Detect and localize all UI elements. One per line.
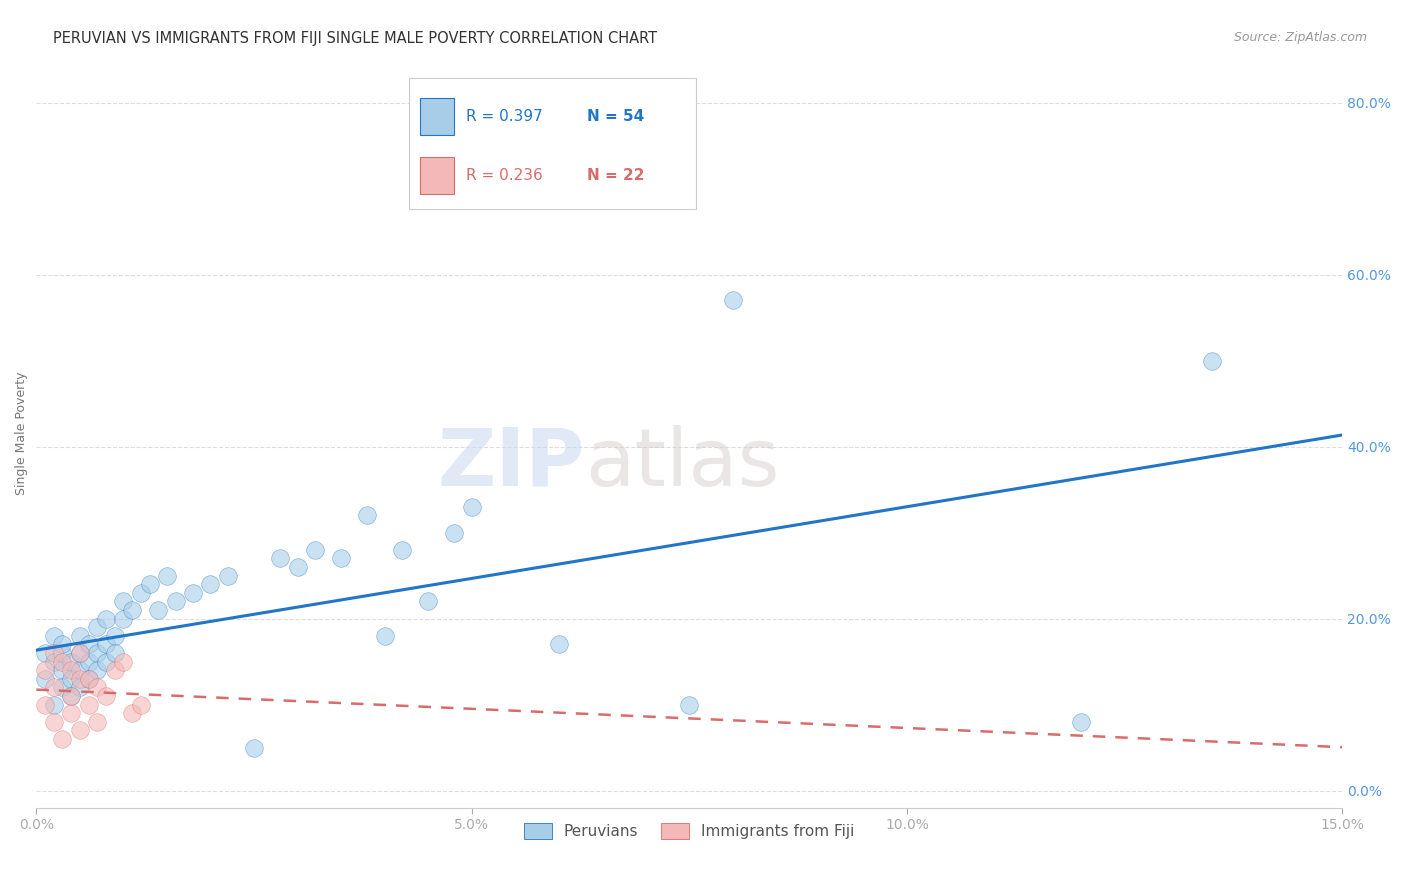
Point [156, 568, 179, 582]
Point [51, 731, 73, 746]
Point [165, 594, 187, 608]
Point [287, 560, 309, 574]
Point [69, 663, 91, 677]
Point [86, 663, 108, 677]
Point [60, 689, 83, 703]
Point [269, 551, 291, 566]
Text: ZIP: ZIP [437, 425, 585, 502]
Point [77, 698, 100, 712]
Point [60, 663, 83, 677]
Point [42, 714, 65, 729]
Point [443, 525, 465, 540]
Point [86, 646, 108, 660]
Point [86, 714, 108, 729]
Point [51, 646, 73, 660]
Point [1070, 714, 1092, 729]
Point [356, 508, 378, 523]
Point [60, 689, 83, 703]
Point [94, 611, 117, 625]
Point [129, 586, 152, 600]
Point [77, 672, 100, 686]
Point [51, 681, 73, 695]
Point [217, 568, 239, 582]
Point [104, 629, 127, 643]
Text: PERUVIAN VS IMMIGRANTS FROM FIJI SINGLE MALE POVERTY CORRELATION CHART: PERUVIAN VS IMMIGRANTS FROM FIJI SINGLE … [53, 31, 658, 46]
Text: atlas: atlas [585, 425, 779, 502]
Point [42, 655, 65, 669]
Point [77, 655, 100, 669]
Point [60, 655, 83, 669]
Y-axis label: Single Male Poverty: Single Male Poverty [15, 372, 28, 495]
Point [304, 542, 326, 557]
Point [721, 293, 744, 308]
Point [60, 672, 83, 686]
Point [77, 637, 100, 651]
Point [138, 577, 160, 591]
Point [104, 663, 127, 677]
Point [69, 646, 91, 660]
Point [42, 629, 65, 643]
Point [86, 620, 108, 634]
Point [34, 672, 56, 686]
Point [86, 681, 108, 695]
Point [69, 681, 91, 695]
Point [112, 611, 135, 625]
Point [460, 500, 482, 514]
Point [129, 698, 152, 712]
Point [34, 698, 56, 712]
Legend: Peruvians, Immigrants from Fiji: Peruvians, Immigrants from Fiji [517, 817, 860, 845]
Point [330, 551, 353, 566]
Point [374, 629, 396, 643]
Point [416, 594, 439, 608]
Point [51, 655, 73, 669]
Point [678, 698, 700, 712]
Point [121, 706, 143, 721]
Point [69, 646, 91, 660]
Point [547, 637, 569, 651]
Point [181, 586, 204, 600]
Point [148, 603, 170, 617]
Point [34, 646, 56, 660]
Point [60, 706, 83, 721]
Point [51, 663, 73, 677]
Point [391, 542, 413, 557]
Point [69, 629, 91, 643]
Point [69, 723, 91, 738]
Text: Source: ZipAtlas.com: Source: ZipAtlas.com [1233, 31, 1367, 45]
Point [42, 681, 65, 695]
Point [94, 689, 117, 703]
Point [42, 646, 65, 660]
Point [51, 637, 73, 651]
Point [94, 637, 117, 651]
Point [112, 655, 135, 669]
Point [104, 646, 127, 660]
Point [1201, 353, 1223, 368]
Point [121, 603, 143, 617]
Point [94, 655, 117, 669]
Point [34, 663, 56, 677]
Point [77, 672, 100, 686]
Point [69, 672, 91, 686]
Point [243, 740, 266, 755]
Point [200, 577, 222, 591]
Point [112, 594, 135, 608]
Point [42, 698, 65, 712]
